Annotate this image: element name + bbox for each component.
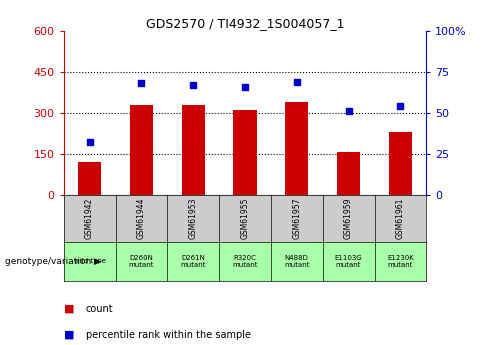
Text: wild type: wild type (74, 258, 105, 264)
Text: GSM61944: GSM61944 (137, 197, 146, 239)
Bar (285, 102, 309, 195)
Bar (337, 152, 360, 195)
Text: GSM61961: GSM61961 (396, 197, 405, 239)
Text: D260N
mutant: D260N mutant (129, 255, 154, 268)
Point (344, 108, 352, 114)
Bar (78, 162, 101, 195)
Text: ■: ■ (64, 304, 74, 314)
Point (189, 82, 197, 88)
Text: percentile rank within the sample: percentile rank within the sample (86, 330, 251, 339)
Text: GSM61942: GSM61942 (85, 197, 94, 239)
Text: GSM61953: GSM61953 (189, 197, 197, 239)
Point (138, 81, 146, 86)
Point (396, 104, 404, 109)
Text: ■: ■ (64, 330, 74, 339)
Bar (182, 105, 205, 195)
Point (293, 79, 301, 85)
Text: D261N
mutant: D261N mutant (180, 255, 206, 268)
Bar (130, 105, 153, 195)
Title: GDS2570 / TI4932_1S004057_1: GDS2570 / TI4932_1S004057_1 (146, 17, 344, 30)
Text: E1103G
mutant: E1103G mutant (335, 255, 363, 268)
Text: E1230K
mutant: E1230K mutant (387, 255, 414, 268)
Text: count: count (86, 304, 113, 314)
Text: GSM61955: GSM61955 (241, 197, 249, 239)
Text: GSM61959: GSM61959 (344, 197, 353, 239)
Point (86, 140, 94, 145)
Bar (233, 110, 257, 195)
Text: R320C
mutant: R320C mutant (232, 255, 258, 268)
Text: GSM61957: GSM61957 (293, 197, 301, 239)
Text: genotype/variation ▶: genotype/variation ▶ (5, 257, 101, 266)
Point (241, 84, 249, 89)
Text: N488D
mutant: N488D mutant (284, 255, 310, 268)
Bar (389, 132, 412, 195)
